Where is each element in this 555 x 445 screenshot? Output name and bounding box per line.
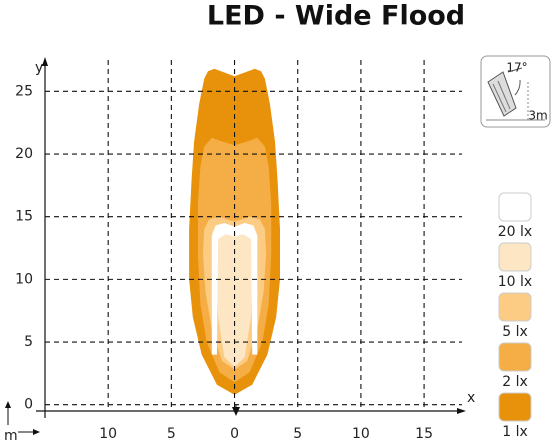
chart-title: LED - Wide Flood (207, 1, 465, 32)
legend-swatch (498, 192, 532, 222)
x-tick-label: 5 (167, 426, 176, 442)
icon-fixture (487, 71, 517, 117)
y-tick-label: 20 (15, 146, 33, 162)
y-tick-label: 0 (24, 397, 33, 413)
legend-label: 20 lx (498, 224, 532, 240)
x-tick-label: 10 (352, 426, 370, 442)
legend-label: 1 lx (502, 424, 528, 440)
legend-swatch (498, 342, 532, 372)
mount-angle: 17° (506, 61, 527, 75)
legend-swatch (498, 242, 532, 272)
y-tick-label: 5 (24, 334, 33, 350)
legend: 20 lx 10 lx 5 lx 2 lx 1 lx (498, 192, 532, 440)
origin-arrow (232, 407, 240, 416)
x-axis-arrow (457, 408, 466, 414)
legend-label: 5 lx (502, 324, 528, 340)
isolux-area (216, 234, 253, 368)
icon-fin (497, 80, 511, 110)
icon-fin (492, 83, 507, 113)
x-tick-label: 5 (293, 426, 302, 442)
plot-area (45, 60, 462, 411)
y-tick-label: 10 (15, 271, 33, 287)
x-tick-label: 15 (415, 426, 433, 442)
corner-right-arrow-head (33, 429, 40, 435)
mounting-icon: 17° 3m (480, 55, 551, 128)
y-tick-label: 25 (15, 83, 33, 99)
legend-swatch (498, 292, 532, 322)
mount-height: 3m (528, 109, 547, 123)
legend-label: 10 lx (498, 274, 532, 290)
icon-angle (507, 67, 523, 96)
x-axis-label: x (467, 390, 475, 406)
y-axis-arrow (42, 57, 48, 66)
x-tick-label: 10 (99, 426, 117, 442)
y-axis-label: y (35, 60, 43, 76)
corner-up-arrow-head (5, 401, 11, 408)
unit-label: m (4, 428, 18, 444)
legend-swatch (498, 392, 532, 422)
icon-frame (480, 55, 551, 128)
x-tick-label: 0 (230, 426, 239, 442)
legend-label: 2 lx (502, 374, 528, 390)
isolux-area (211, 223, 258, 355)
axes (5, 57, 466, 435)
y-tick-label: 15 (15, 209, 33, 225)
